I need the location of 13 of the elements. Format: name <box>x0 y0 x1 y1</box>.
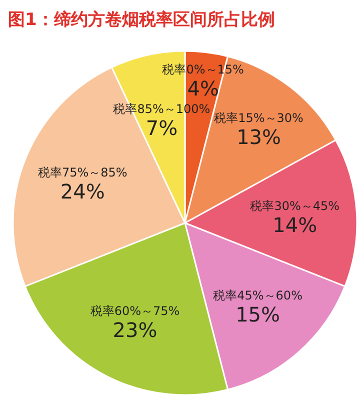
chart-title: 图1：缔约方卷烟税率区间所占比例 <box>8 9 275 31</box>
slice-label: 税率75%～85% <box>38 165 128 180</box>
data-label: 24% <box>60 179 105 204</box>
data-label: 23% <box>112 318 158 342</box>
data-label: 13% <box>236 124 282 149</box>
data-label: 15% <box>236 302 280 327</box>
data-label: 14% <box>272 213 318 238</box>
data-label: 7% <box>146 116 178 140</box>
slice-label: 税率45%～60% <box>213 288 302 303</box>
slice-label: 税率60%～75% <box>90 304 180 318</box>
slice-label: 税率30%～45% <box>250 199 340 214</box>
data-label: 4% <box>187 76 219 101</box>
slice-label: 税率15%～30% <box>214 110 304 125</box>
